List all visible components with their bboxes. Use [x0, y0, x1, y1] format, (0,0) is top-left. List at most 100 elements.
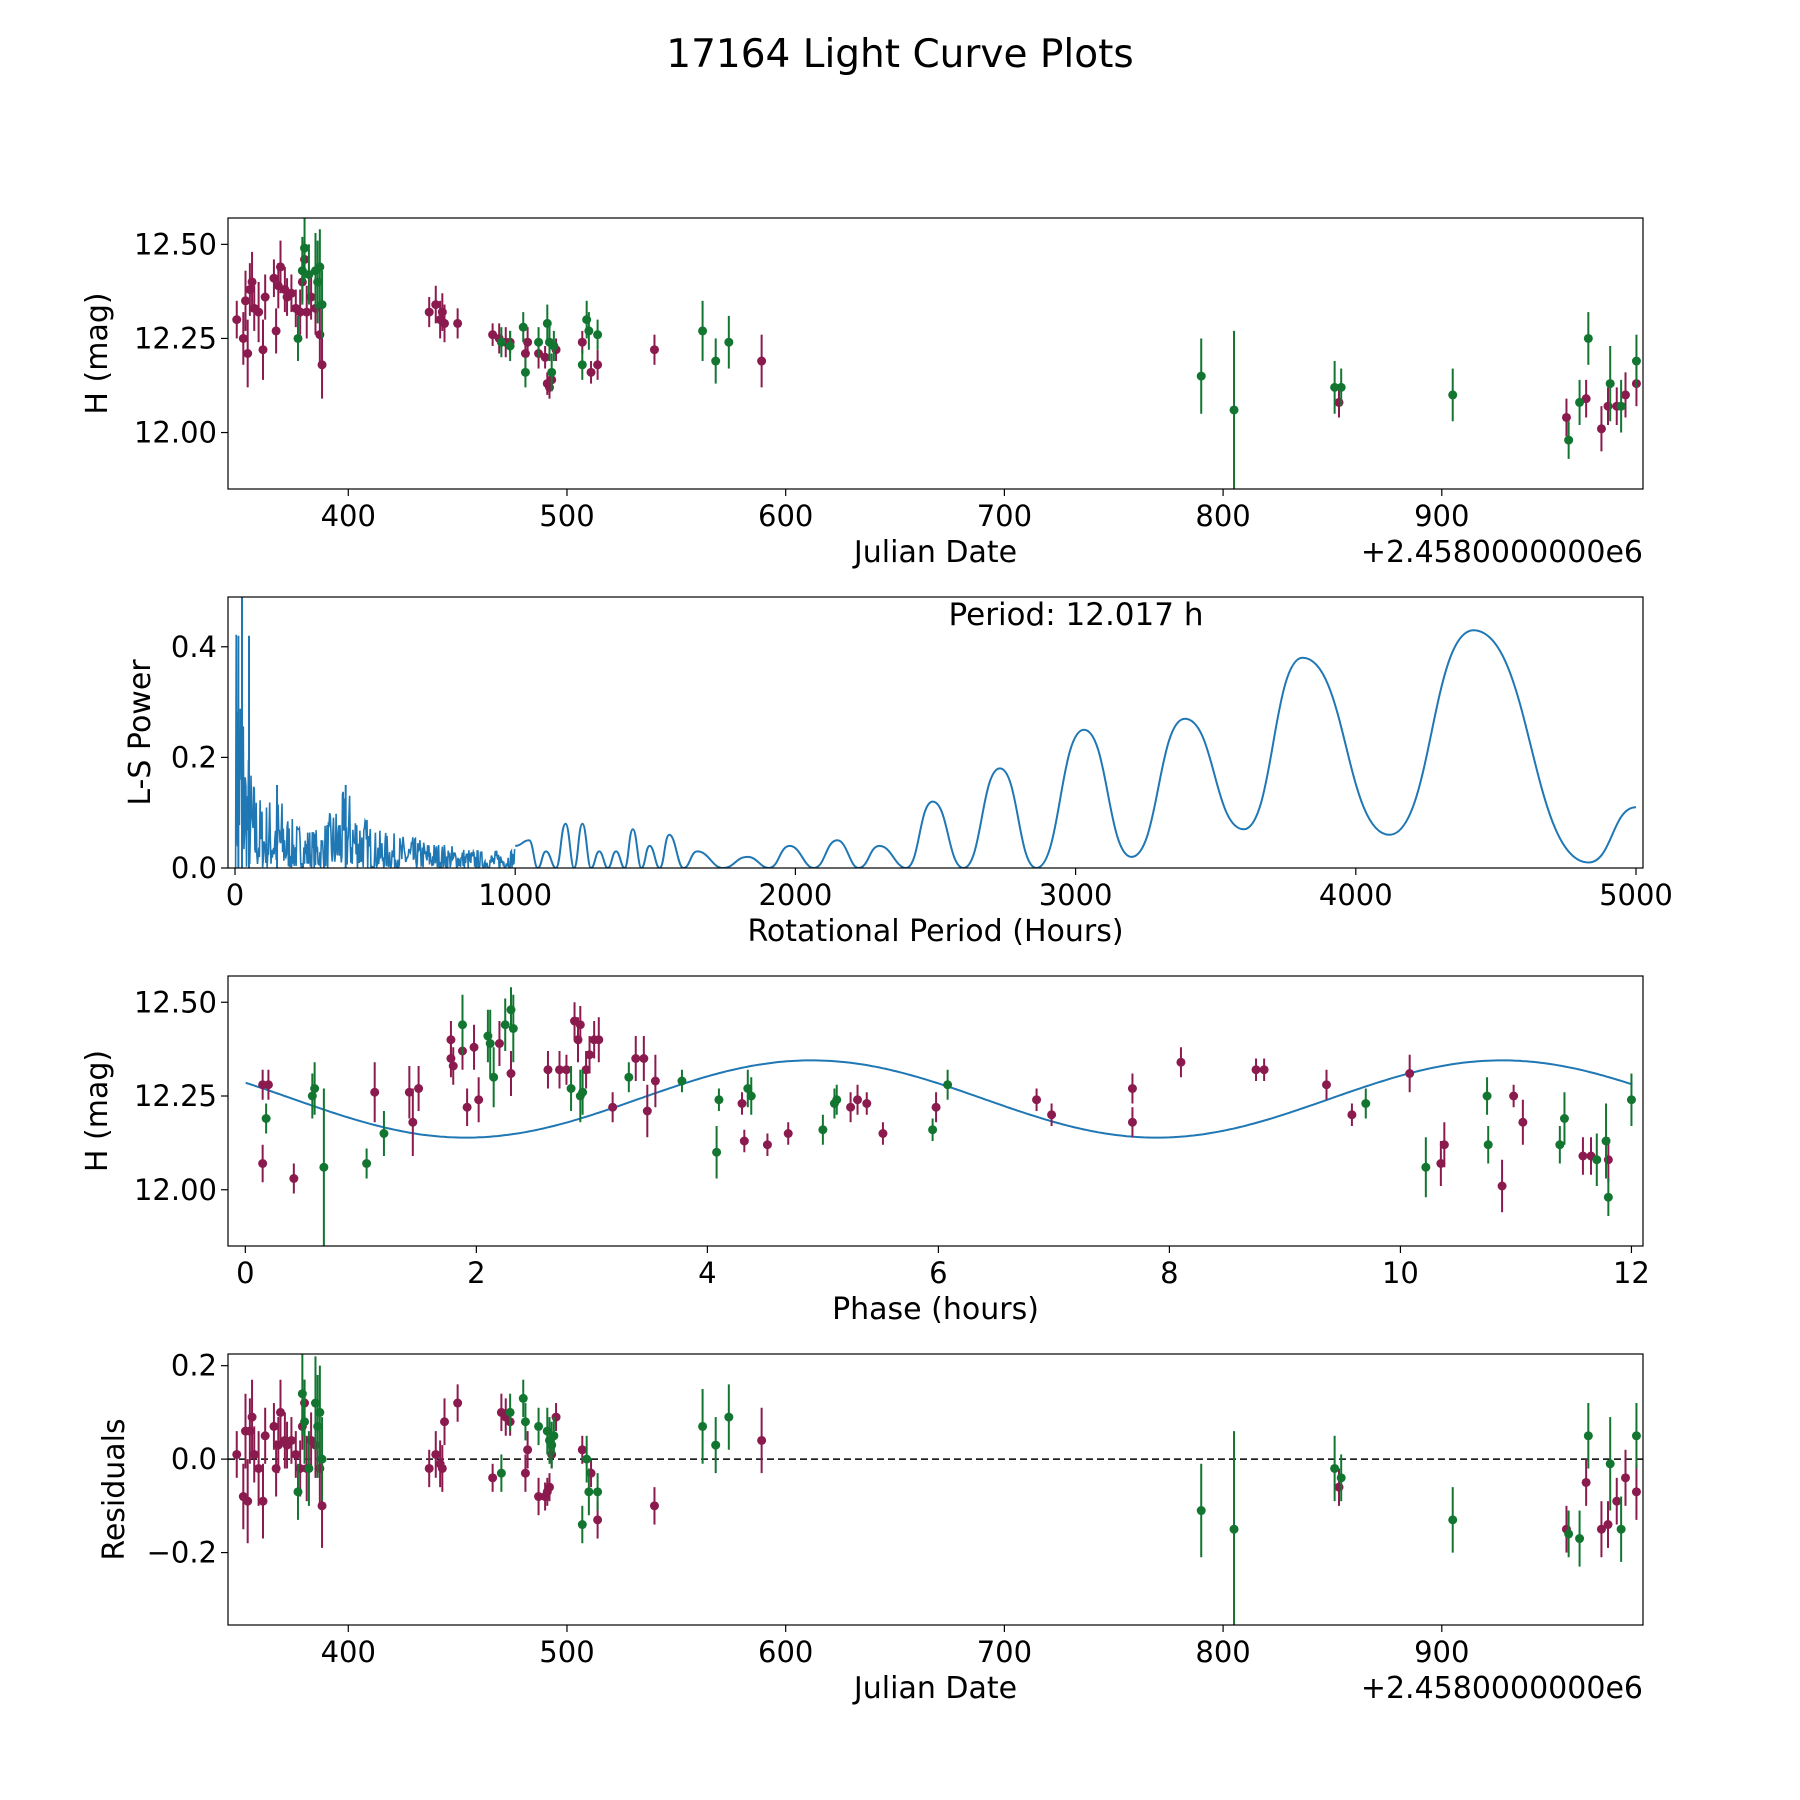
plot-area: [232, 218, 1641, 489]
data-point-magenta: [544, 1482, 554, 1492]
data-point-magenta: [275, 1407, 285, 1417]
data-point-green: [1421, 1162, 1431, 1172]
data-point-magenta: [1596, 1524, 1606, 1534]
data-point-magenta: [593, 1515, 603, 1525]
data-point-magenta: [1032, 1095, 1042, 1105]
data-point-green: [1229, 1524, 1239, 1534]
data-point-magenta: [232, 315, 242, 325]
x-tick-label: 3000: [1039, 878, 1113, 912]
data-point-magenta: [1621, 390, 1631, 400]
data-point-magenta: [302, 307, 312, 317]
data-point-magenta: [437, 1463, 447, 1473]
data-point-green: [317, 1454, 327, 1464]
data-point-green: [534, 337, 544, 347]
data-point-magenta: [247, 277, 257, 287]
data-point-magenta: [649, 345, 659, 355]
y-tick-label: 12.00: [134, 1173, 217, 1207]
data-point-green: [584, 1487, 594, 1497]
data-point-green: [485, 1039, 495, 1048]
data-point-green: [317, 300, 327, 310]
data-point-magenta: [1561, 412, 1571, 422]
data-point-magenta: [249, 1449, 259, 1459]
data-point-magenta: [540, 352, 550, 362]
data-point-green: [724, 337, 734, 347]
data-point-magenta: [586, 367, 596, 377]
data-point-magenta: [1436, 1159, 1446, 1168]
data-point-magenta: [757, 1435, 767, 1445]
fit-curve: [245, 1059, 1633, 1139]
data-point-magenta: [1497, 1181, 1507, 1191]
data-point-magenta: [593, 360, 603, 370]
x-tick-label: 4: [698, 1256, 716, 1290]
data-point-magenta: [534, 1492, 544, 1502]
data-point-magenta: [488, 330, 498, 340]
data-point-magenta: [739, 1136, 749, 1146]
data-point-magenta: [523, 337, 533, 347]
x-tick-label: 600: [758, 1635, 813, 1669]
data-point-magenta: [453, 1398, 463, 1408]
data-point-green: [577, 360, 587, 370]
data-point-green: [714, 1095, 724, 1105]
x-tick-label: 6: [929, 1256, 947, 1290]
data-point-green: [489, 1072, 499, 1082]
data-point-green: [1196, 1506, 1206, 1516]
x-tick-label: 900: [1414, 1635, 1469, 1669]
y-axis-label: H (mag): [80, 1050, 115, 1172]
data-point-magenta: [1509, 1091, 1519, 1101]
plot-area: [228, 1354, 1643, 1625]
period-annotation: Period: 12.017 h: [949, 597, 1204, 633]
data-point-magenta: [1631, 1487, 1641, 1497]
data-point-green: [547, 367, 557, 377]
data-point-green: [1616, 401, 1626, 411]
data-point-green: [293, 1487, 303, 1497]
data-point-magenta: [555, 1065, 565, 1075]
data-point-green: [577, 1520, 587, 1530]
data-point-magenta: [258, 345, 268, 355]
data-point-green: [500, 1020, 510, 1030]
x-tick-label: 1000: [478, 878, 552, 912]
data-point-green: [1336, 382, 1346, 392]
data-point-magenta: [862, 1099, 872, 1108]
data-point-green: [582, 1454, 592, 1464]
data-point-green: [1631, 356, 1641, 366]
data-point-green: [943, 1080, 953, 1090]
x-tick-label: 5000: [1599, 878, 1673, 912]
data-point-green: [1448, 390, 1458, 400]
y-tick-label: 0.0: [171, 851, 217, 885]
data-point-magenta: [494, 1039, 504, 1048]
data-point-green: [505, 1407, 515, 1417]
data-point-magenta: [1439, 1140, 1449, 1150]
data-point-magenta: [488, 1473, 498, 1483]
y-tick-label: 0.4: [171, 630, 217, 664]
axes-frame: [227, 596, 1644, 869]
data-point-green: [1448, 1515, 1458, 1525]
y-tick-label: 12.50: [134, 227, 217, 261]
data-point-magenta: [1578, 1151, 1588, 1161]
data-point-green: [379, 1129, 389, 1138]
data-point-green: [1559, 1114, 1569, 1123]
data-point-magenta: [650, 1076, 660, 1086]
data-point-magenta: [260, 292, 270, 302]
data-point-magenta: [577, 337, 587, 347]
data-point-green: [518, 1393, 528, 1403]
data-point-magenta: [878, 1129, 888, 1138]
data-point-magenta: [289, 1174, 299, 1183]
data-point-magenta: [424, 307, 434, 317]
data-point-magenta: [431, 1449, 441, 1459]
y-axis-label: Residuals: [97, 1418, 132, 1560]
data-point-green: [518, 322, 528, 332]
x-tick-label: 0: [226, 878, 244, 912]
phase-curve-panel: 0 2 4 6 8 10 12 12.00 12.25 12.50 Phase (hours) H (…: [80, 975, 1650, 1327]
data-point-green: [1330, 1463, 1340, 1473]
data-point-magenta: [1405, 1069, 1415, 1078]
data-point-magenta: [1127, 1084, 1137, 1093]
data-point-green: [1564, 435, 1574, 445]
data-point-green: [508, 1024, 518, 1033]
data-point-green: [1626, 1095, 1636, 1105]
data-point-green: [624, 1072, 634, 1082]
data-point-magenta: [1322, 1080, 1332, 1090]
data-point-green: [677, 1076, 687, 1086]
data-point-magenta: [260, 1431, 270, 1441]
data-point-magenta: [931, 1102, 941, 1112]
